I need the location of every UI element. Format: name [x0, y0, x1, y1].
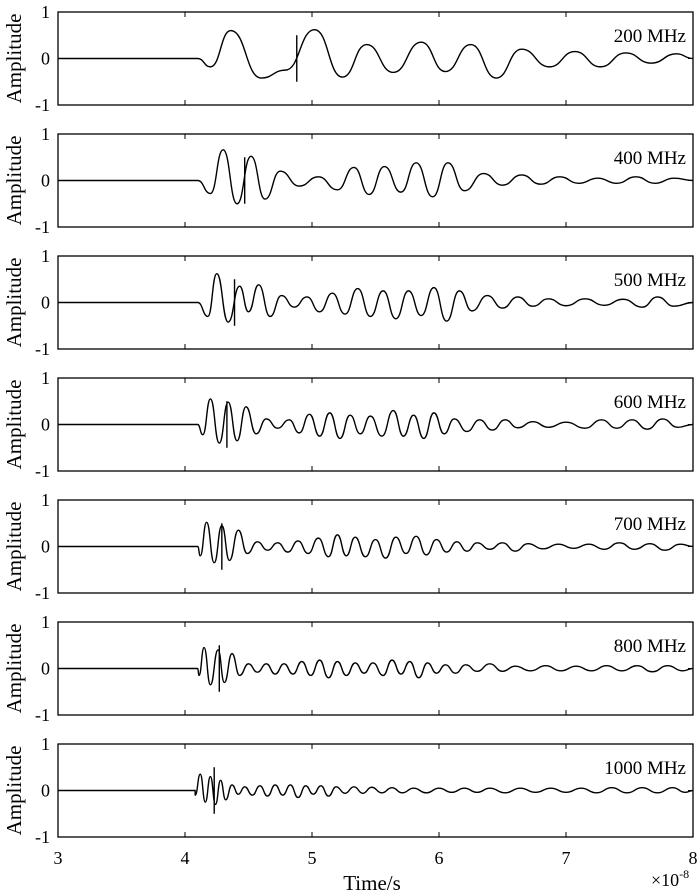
panel-label: 400 MHz	[614, 148, 686, 169]
x-scale-factor: ×10-8	[651, 867, 689, 890]
panel-400mhz: -1 0 1 Amplitude 400 MHz	[2, 124, 694, 237]
x-tick-label: 6	[435, 848, 444, 868]
y-tick-label: 1	[41, 246, 50, 266]
y-tick-label: -1	[35, 705, 50, 725]
y-tick-label: 1	[41, 490, 50, 510]
y-axis-label: Amplitude	[2, 258, 26, 348]
x-tick-label: 8	[689, 848, 698, 868]
y-tick-label: 1	[41, 612, 50, 632]
x-tick-label: 3	[54, 848, 63, 868]
trace-800mhz	[58, 646, 694, 686]
y-tick-label: -1	[35, 827, 50, 847]
y-axis-label: Amplitude	[2, 14, 26, 104]
y-tick-label: 1	[41, 124, 50, 144]
panel-200mhz: -1 0 1 Amplitude 200 MHz	[2, 2, 694, 115]
y-tick-label: 0	[41, 171, 50, 191]
y-tick-label: 0	[41, 781, 50, 801]
y-tick-label: 1	[41, 734, 50, 754]
panels-group: -1 0 1 Amplitude 200 MHz -1 0 1 Amplitude 400 MHz…	[2, 2, 694, 847]
x-tick-label: 7	[562, 848, 571, 868]
panel-800mhz: -1 0 1 Amplitude 800 MHz	[2, 612, 694, 725]
panel-label: 700 MHz	[614, 514, 686, 535]
panel-700mhz: -1 0 1 Amplitude 700 MHz	[2, 490, 694, 603]
y-tick-label: -1	[35, 95, 50, 115]
trace-700mhz	[58, 521, 694, 564]
trace-600mhz	[58, 398, 694, 444]
panel-label: 600 MHz	[614, 392, 686, 413]
panel-500mhz: -1 0 1 Amplitude 500 MHz	[2, 246, 694, 359]
trace-400mhz	[58, 149, 694, 205]
x-axis-label: Time/s	[343, 871, 401, 895]
y-tick-label: 0	[41, 659, 50, 679]
panel-label: 500 MHz	[614, 270, 686, 291]
y-tick-label: 0	[41, 415, 50, 435]
panel-600mhz: -1 0 1 Amplitude 600 MHz	[2, 368, 694, 481]
y-tick-label: -1	[35, 583, 50, 603]
panel-label: 200 MHz	[614, 26, 686, 47]
y-axis-label: Amplitude	[2, 502, 26, 592]
panel-1000mhz: -1 0 1 Amplitude 1000 MHz	[2, 734, 694, 847]
y-tick-label: 1	[41, 368, 50, 388]
y-axis-label: Amplitude	[2, 624, 26, 714]
panel-label: 800 MHz	[614, 636, 686, 657]
x-tick-label: 4	[181, 848, 190, 868]
y-axis-label: Amplitude	[2, 380, 26, 470]
y-tick-label: 0	[41, 49, 50, 69]
panel-label: 1000 MHz	[604, 758, 686, 779]
y-tick-label: -1	[35, 217, 50, 237]
trace-1000mhz	[58, 773, 694, 806]
shared-x-axis: Time/s ×10-8 3 4 5 6 7 8	[54, 848, 698, 895]
y-tick-label: 1	[41, 2, 50, 22]
y-axis-label: Amplitude	[2, 136, 26, 226]
y-tick-label: 0	[41, 537, 50, 557]
x-tick-label: 5	[308, 848, 317, 868]
trace-200mhz	[58, 28, 694, 79]
y-tick-label: -1	[35, 461, 50, 481]
trace-500mhz	[58, 272, 694, 323]
y-axis-label: Amplitude	[2, 746, 26, 836]
y-tick-label: -1	[35, 339, 50, 359]
y-tick-label: 0	[41, 293, 50, 313]
